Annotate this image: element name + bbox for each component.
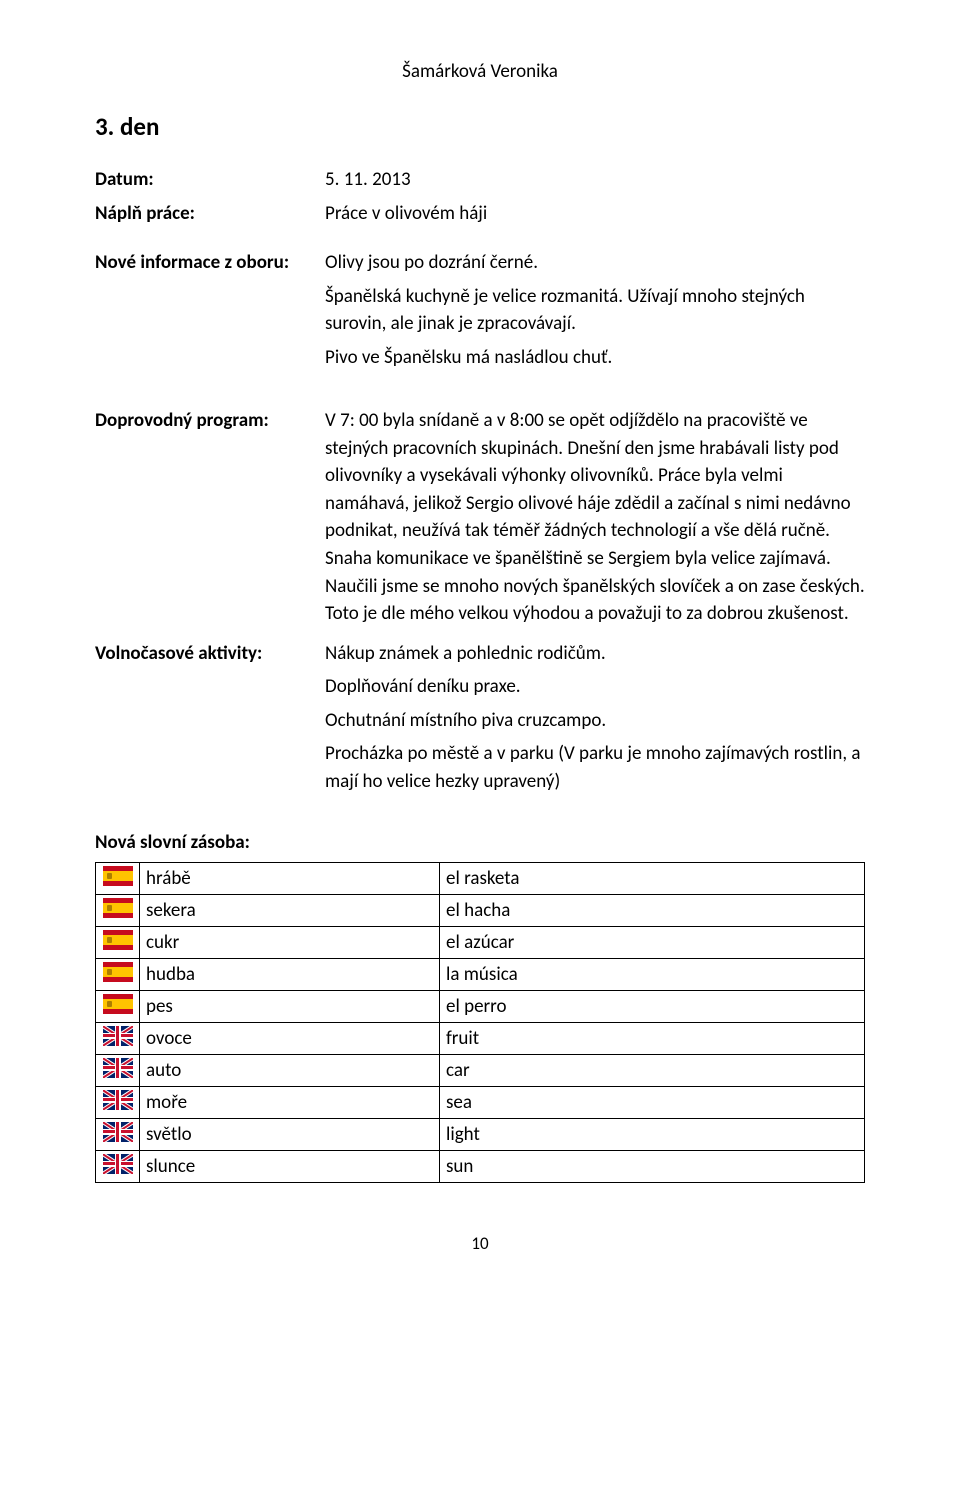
vocab-foreign: el hacha bbox=[440, 895, 865, 927]
volno-paragraph-3: Ochutnání místního piva cruzcampo. bbox=[325, 707, 865, 735]
table-row: světlo light bbox=[96, 1119, 865, 1151]
vocab-czech: auto bbox=[140, 1055, 440, 1087]
page-number: 10 bbox=[95, 1233, 865, 1254]
row-napln: Náplň práce: Práce v olivovém háji bbox=[95, 200, 865, 228]
vocab-czech: cukr bbox=[140, 927, 440, 959]
volno-paragraph-4: Procházka po městě a v parku (V parku je… bbox=[325, 740, 865, 795]
vocab-foreign: el azúcar bbox=[440, 927, 865, 959]
flag-cell bbox=[96, 863, 140, 895]
table-row: moře sea bbox=[96, 1087, 865, 1119]
value-doprovod: V 7: 00 byla snídaně a v 8:00 se opět od… bbox=[325, 407, 865, 633]
vocab-czech: hudba bbox=[140, 959, 440, 991]
doprovod-paragraph: V 7: 00 byla snídaně a v 8:00 se opět od… bbox=[325, 407, 865, 627]
flag-uk-icon bbox=[103, 1026, 133, 1046]
flag-cell bbox=[96, 991, 140, 1023]
flag-cell bbox=[96, 1023, 140, 1055]
value-datum: 5. 11. 2013 bbox=[325, 166, 865, 194]
label-napln: Náplň práce: bbox=[95, 200, 325, 228]
flag-cell bbox=[96, 959, 140, 991]
table-row: hudba la música bbox=[96, 959, 865, 991]
flag-es-icon bbox=[103, 930, 133, 950]
label-vocab: Nová slovní zásoba: bbox=[95, 831, 865, 854]
noveinfo-paragraph-1: Olivy jsou po dozrání černé. bbox=[325, 249, 865, 277]
vocab-foreign: sun bbox=[440, 1151, 865, 1183]
flag-cell bbox=[96, 927, 140, 959]
flag-es-icon bbox=[103, 898, 133, 918]
vocab-czech: ovoce bbox=[140, 1023, 440, 1055]
vocab-foreign: car bbox=[440, 1055, 865, 1087]
row-datum: Datum: 5. 11. 2013 bbox=[95, 166, 865, 194]
vocab-czech: pes bbox=[140, 991, 440, 1023]
vocab-foreign: fruit bbox=[440, 1023, 865, 1055]
vocab-foreign: sea bbox=[440, 1087, 865, 1119]
table-row: sekera el hacha bbox=[96, 895, 865, 927]
value-napln: Práce v olivovém háji bbox=[325, 200, 865, 228]
table-row: pes el perro bbox=[96, 991, 865, 1023]
flag-es-icon bbox=[103, 866, 133, 886]
flag-uk-icon bbox=[103, 1154, 133, 1174]
table-row: ovoce fruit bbox=[96, 1023, 865, 1055]
noveinfo-paragraph-2: Španělská kuchyně je velice rozmanitá. U… bbox=[325, 283, 865, 338]
noveinfo-paragraph-3: Pivo ve Španělsku má nasládlou chuť. bbox=[325, 344, 865, 372]
table-row: auto car bbox=[96, 1055, 865, 1087]
label-datum: Datum: bbox=[95, 166, 325, 194]
vocab-czech: slunce bbox=[140, 1151, 440, 1183]
row-doprovod: Doprovodný program: V 7: 00 byla snídaně… bbox=[95, 407, 865, 633]
volno-paragraph-1: Nákup známek a pohlednic rodičům. bbox=[325, 640, 865, 668]
vocab-czech: světlo bbox=[140, 1119, 440, 1151]
value-volno: Nákup známek a pohlednic rodičům. Doplňo… bbox=[325, 640, 865, 802]
vocab-foreign: el rasketa bbox=[440, 863, 865, 895]
vocab-czech: moře bbox=[140, 1087, 440, 1119]
label-doprovod: Doprovodný program: bbox=[95, 407, 325, 435]
vocab-table: hrábě el rasketa sekera el hacha cukr el… bbox=[95, 862, 865, 1183]
flag-uk-icon bbox=[103, 1090, 133, 1110]
label-noveinfo: Nové informace z oboru: bbox=[95, 249, 325, 277]
section-title: 3. den bbox=[95, 111, 865, 142]
volno-paragraph-2: Doplňování deníku praxe. bbox=[325, 673, 865, 701]
value-noveinfo: Olivy jsou po dozrání černé. Španělská k… bbox=[325, 249, 865, 377]
flag-cell bbox=[96, 1151, 140, 1183]
table-row: slunce sun bbox=[96, 1151, 865, 1183]
vocab-foreign: la música bbox=[440, 959, 865, 991]
row-noveinfo: Nové informace z oboru: Olivy jsou po do… bbox=[95, 249, 865, 377]
row-volno: Volnočasové aktivity: Nákup známek a poh… bbox=[95, 640, 865, 802]
flag-cell bbox=[96, 1055, 140, 1087]
flag-uk-icon bbox=[103, 1058, 133, 1078]
table-row: cukr el azúcar bbox=[96, 927, 865, 959]
block-doprovod: Doprovodný program: V 7: 00 byla snídaně… bbox=[95, 407, 865, 801]
vocab-tbody: hrábě el rasketa sekera el hacha cukr el… bbox=[96, 863, 865, 1183]
vocab-czech: hrábě bbox=[140, 863, 440, 895]
label-volno: Volnočasové aktivity: bbox=[95, 640, 325, 668]
block-datum-napln: Datum: 5. 11. 2013 Náplň práce: Práce v … bbox=[95, 166, 865, 227]
block-noveinfo: Nové informace z oboru: Olivy jsou po do… bbox=[95, 249, 865, 377]
flag-es-icon bbox=[103, 962, 133, 982]
flag-uk-icon bbox=[103, 1122, 133, 1142]
vocab-czech: sekera bbox=[140, 895, 440, 927]
flag-cell bbox=[96, 895, 140, 927]
table-row: hrábě el rasketa bbox=[96, 863, 865, 895]
flag-cell bbox=[96, 1119, 140, 1151]
vocab-foreign: light bbox=[440, 1119, 865, 1151]
flag-cell bbox=[96, 1087, 140, 1119]
page: Šamárková Veronika 3. den Datum: 5. 11. … bbox=[0, 0, 960, 1294]
vocab-foreign: el perro bbox=[440, 991, 865, 1023]
flag-es-icon bbox=[103, 994, 133, 1014]
header-author-name: Šamárková Veronika bbox=[95, 60, 865, 83]
